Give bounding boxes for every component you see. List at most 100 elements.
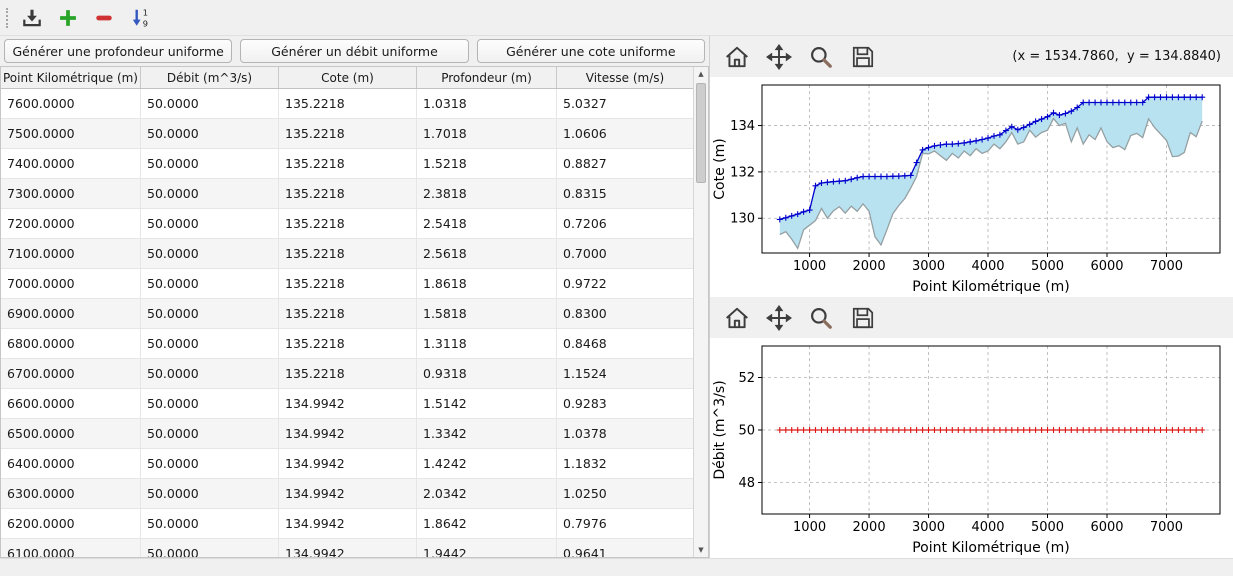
table-cell[interactable]: 1.8618 [417,269,557,299]
table-cell[interactable]: 50.0000 [141,299,279,329]
column-header-point-kilometrique[interactable]: Point Kilométrique (m) [1,67,141,88]
table-cell[interactable]: 50.0000 [141,419,279,449]
table-cell[interactable]: 135.2218 [279,269,417,299]
column-header-vitesse[interactable]: Vitesse (m/s) [585,70,665,85]
scroll-down-icon[interactable]: ▼ [698,546,704,554]
table-scrollbar[interactable]: ▲ ▼ [693,67,708,557]
table-cell[interactable]: 50.0000 [141,449,279,479]
remove-row-button[interactable] [90,4,118,32]
table-cell[interactable]: 6400.0000 [1,449,141,479]
pan-button-2[interactable] [764,303,794,333]
table-cell[interactable]: 135.2218 [279,359,417,389]
table-cell[interactable]: 50.0000 [141,179,279,209]
table-cell[interactable]: 1.0318 [417,89,557,119]
table-cell[interactable]: 1.3118 [417,329,557,359]
table-cell[interactable]: 2.0342 [417,479,557,509]
table-cell[interactable]: 134.9942 [279,539,417,557]
table-cell[interactable]: 6900.0000 [1,299,141,329]
home-button-2[interactable] [722,303,752,333]
table-cell[interactable]: 1.4242 [417,449,557,479]
pan-button[interactable] [764,42,794,72]
save-figure-button-2[interactable] [848,303,878,333]
table-cell[interactable]: 135.2218 [279,239,417,269]
table-cell[interactable]: 0.9641 [557,539,693,557]
table-cell[interactable]: 1.5142 [417,389,557,419]
cote-chart[interactable]: 1000 2000 3000 4000 5000 6000 7000 130 132 134 Poi… [710,77,1233,297]
table-cell[interactable]: 50.0000 [141,509,279,539]
sort-button[interactable]: 1 9 [126,4,154,32]
debit-chart[interactable]: 1000 2000 3000 4000 5000 6000 7000 48 50 52 Point … [710,338,1233,558]
zoom-button-2[interactable] [806,303,836,333]
column-header-debit[interactable]: Débit (m^3/s) [141,67,279,88]
table-cell[interactable]: 0.8300 [557,299,693,329]
table-cell[interactable]: 1.5218 [417,149,557,179]
table-cell[interactable]: 135.2218 [279,149,417,179]
table-cell[interactable]: 50.0000 [141,269,279,299]
table-cell[interactable]: 2.5618 [417,239,557,269]
table-cell[interactable]: 6300.0000 [1,479,141,509]
download-button[interactable] [18,4,46,32]
table-cell[interactable]: 6600.0000 [1,389,141,419]
table-cell[interactable]: 7500.0000 [1,119,141,149]
table-cell[interactable]: 134.9942 [279,419,417,449]
table-cell[interactable]: 6100.0000 [1,539,141,557]
table-cell[interactable]: 50.0000 [141,479,279,509]
table-cell[interactable]: 2.3818 [417,179,557,209]
generate-uniform-depth-button[interactable]: Générer une profondeur uniforme [4,39,233,63]
table-cell[interactable]: 135.2218 [279,299,417,329]
table-cell[interactable]: 7000.0000 [1,269,141,299]
table-cell[interactable]: 0.8315 [557,179,693,209]
table-cell[interactable]: 134.9942 [279,389,417,419]
table-cell[interactable]: 135.2218 [279,329,417,359]
table-cell[interactable]: 1.0606 [557,119,693,149]
table-cell[interactable]: 6500.0000 [1,419,141,449]
home-button[interactable] [722,42,752,72]
generate-uniform-level-button[interactable]: Générer une cote uniforme [476,39,705,63]
table-cell[interactable]: 5.0327 [557,89,693,119]
table-cell[interactable]: 134.9942 [279,449,417,479]
table-cell[interactable]: 0.7206 [557,209,693,239]
table-cell[interactable]: 1.0250 [557,479,693,509]
table-cell[interactable]: 7300.0000 [1,179,141,209]
table-cell[interactable]: 135.2218 [279,179,417,209]
table-cell[interactable]: 50.0000 [141,389,279,419]
scrollbar-thumb[interactable] [696,83,706,183]
table-cell[interactable]: 135.2218 [279,119,417,149]
table-cell[interactable]: 1.3342 [417,419,557,449]
table-cell[interactable]: 1.9442 [417,539,557,557]
table-cell[interactable]: 1.0378 [557,419,693,449]
table-cell[interactable]: 135.2218 [279,89,417,119]
table-cell[interactable]: 0.8468 [557,329,693,359]
table-cell[interactable]: 50.0000 [141,149,279,179]
table-cell[interactable]: 0.7000 [557,239,693,269]
table-cell[interactable]: 0.8827 [557,149,693,179]
table-cell[interactable]: 50.0000 [141,209,279,239]
table-cell[interactable]: 7100.0000 [1,239,141,269]
table-cell[interactable]: 134.9942 [279,479,417,509]
table-cell[interactable]: 7600.0000 [1,89,141,119]
add-row-button[interactable] [54,4,82,32]
table-cell[interactable]: 2.5418 [417,209,557,239]
column-header-profondeur[interactable]: Profondeur (m) [417,67,557,88]
table-cell[interactable]: 50.0000 [141,539,279,557]
table-cell[interactable]: 0.9722 [557,269,693,299]
table-cell[interactable]: 1.7018 [417,119,557,149]
table-cell[interactable]: 6700.0000 [1,359,141,389]
table-cell[interactable]: 1.5818 [417,299,557,329]
table-cell[interactable]: 134.9942 [279,509,417,539]
table-cell[interactable]: 50.0000 [141,329,279,359]
table-cell[interactable]: 50.0000 [141,89,279,119]
table-cell[interactable]: 1.8642 [417,509,557,539]
table-cell[interactable]: 50.0000 [141,239,279,269]
table-cell[interactable]: 0.9283 [557,389,693,419]
table-cell[interactable]: 6800.0000 [1,329,141,359]
table-cell[interactable]: 0.7976 [557,509,693,539]
column-header-cote[interactable]: Cote (m) [279,67,417,88]
generate-uniform-flow-button[interactable]: Générer un débit uniforme [240,39,469,63]
table-cell[interactable]: 0.9318 [417,359,557,389]
zoom-button[interactable] [806,42,836,72]
table-cell[interactable]: 7200.0000 [1,209,141,239]
table-cell[interactable]: 6200.0000 [1,509,141,539]
table-cell[interactable]: 1.1832 [557,449,693,479]
table-cell[interactable]: 50.0000 [141,119,279,149]
